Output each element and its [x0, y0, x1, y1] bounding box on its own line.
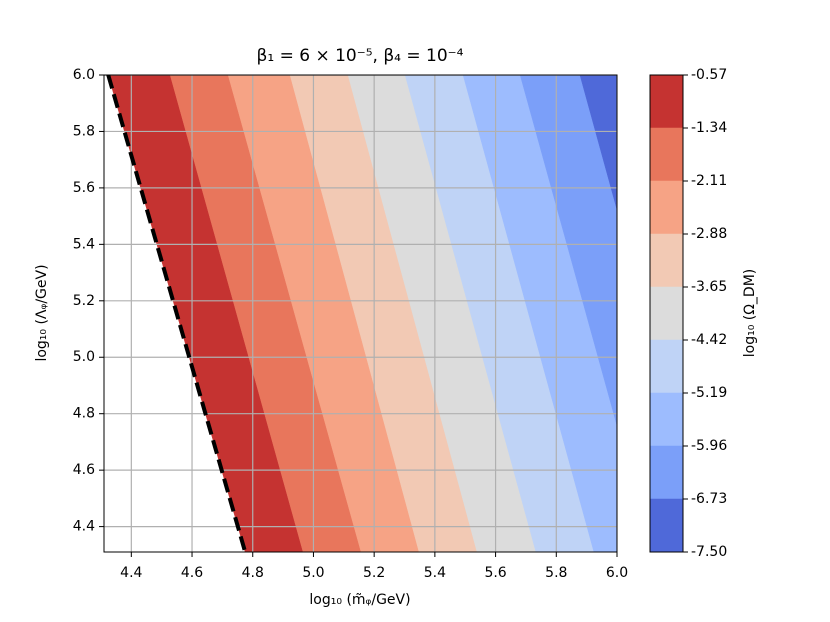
colorbar-band — [649, 74, 684, 129]
colorbar-band — [649, 286, 684, 341]
contour-band — [404, 75, 595, 552]
contour-band — [227, 75, 420, 552]
contour-band — [289, 75, 478, 552]
colorbar-band — [649, 445, 684, 500]
colorbar-label: log₁₀ (Ω_DM) — [742, 269, 758, 358]
colorbar-band — [649, 127, 684, 182]
colorbar-tick-label: -5.96 — [691, 438, 727, 454]
x-tick-label: 5.2 — [363, 565, 385, 581]
colorbar-band — [649, 392, 684, 447]
contour-band — [579, 75, 617, 211]
y-tick-label: 5.2 — [73, 293, 95, 309]
colorbar-tick-label: -2.88 — [691, 226, 727, 242]
colorbar-tick-label: -7.50 — [691, 544, 727, 560]
y-tick-label: 5.0 — [73, 349, 95, 365]
threshold-line — [106, 75, 248, 552]
y-tick-label: 4.8 — [73, 406, 95, 422]
colorbar-tick-label: -0.57 — [691, 67, 727, 83]
plot-frame — [103, 74, 618, 553]
colorbar-tick-label: -3.65 — [691, 279, 727, 295]
contour-band — [519, 75, 617, 427]
y-tick-label: 6.0 — [73, 67, 95, 83]
colorbar-tick-label: -5.19 — [691, 385, 727, 401]
colorbar-frame — [649, 74, 684, 553]
colorbar-band — [649, 339, 684, 394]
x-tick-label: 5.4 — [424, 565, 446, 581]
x-tick-label: 5.6 — [484, 565, 506, 581]
x-tick-label: 5.0 — [302, 565, 324, 581]
colorbar-band — [649, 233, 684, 288]
x-axis-label: log₁₀ (m̃ᵩ/GeV) — [309, 592, 410, 608]
chart-title: β₁ = 6 × 10⁻⁵, β₄ = 10⁻⁴ — [257, 46, 464, 66]
x-tick-label: 4.6 — [181, 565, 203, 581]
plot-area — [104, 75, 617, 552]
y-tick-label: 5.4 — [73, 236, 95, 252]
y-axis-label: log₁₀ (Λᵩ/GeV) — [34, 264, 50, 361]
x-tick-label: 4.4 — [120, 565, 142, 581]
colorbar-tick-label: -2.11 — [691, 173, 727, 189]
y-tick-label: 5.6 — [73, 180, 95, 196]
contour-band — [462, 75, 617, 552]
colorbar-band — [649, 498, 684, 553]
colorbar-tick-label: -1.34 — [691, 120, 727, 136]
x-tick-label: 4.8 — [242, 565, 264, 581]
contour-band — [347, 75, 537, 552]
colorbar-tick-label: -4.42 — [691, 332, 727, 348]
y-tick-label: 4.4 — [73, 519, 95, 535]
x-tick-label: 6.0 — [606, 565, 628, 581]
colorbar-tick-label: -6.73 — [691, 491, 727, 507]
x-tick-label: 5.8 — [545, 565, 567, 581]
colorbar-band — [649, 180, 684, 235]
y-tick-label: 4.6 — [73, 462, 95, 478]
y-tick-label: 5.8 — [73, 123, 95, 139]
